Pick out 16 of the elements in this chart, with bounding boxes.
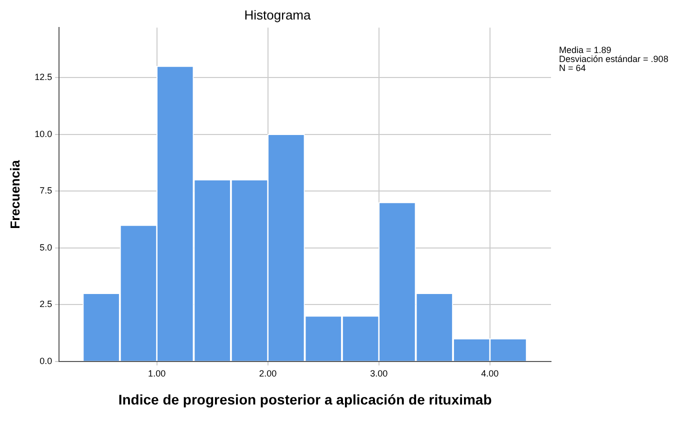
text: Media = 1.89: [559, 44, 612, 55]
x-tick-label: 1.00: [148, 368, 166, 378]
y-tick-label: 10.0: [34, 128, 52, 139]
x-tick-label: 3.00: [370, 368, 388, 378]
x-tick-label: 2.00: [259, 368, 277, 378]
x-axis-title: Indice de progresion posterior a aplicación de rituximab: [118, 391, 492, 408]
y-tick-label: 12.5: [34, 72, 52, 82]
y-tick-label: 7.5: [40, 186, 52, 196]
y-tick-label: 2.5: [40, 299, 52, 310]
y-axis-title: Frecuencia: [7, 159, 22, 229]
text: Desviación estándar = .908: [559, 54, 668, 64]
y-tick-label: 5.0: [40, 242, 52, 252]
text: N = 64: [559, 62, 586, 73]
chart-title: Histograma: [244, 7, 312, 22]
y-tick-label: 0.0: [40, 356, 52, 366]
x-tick-label: 4.00: [481, 368, 499, 378]
